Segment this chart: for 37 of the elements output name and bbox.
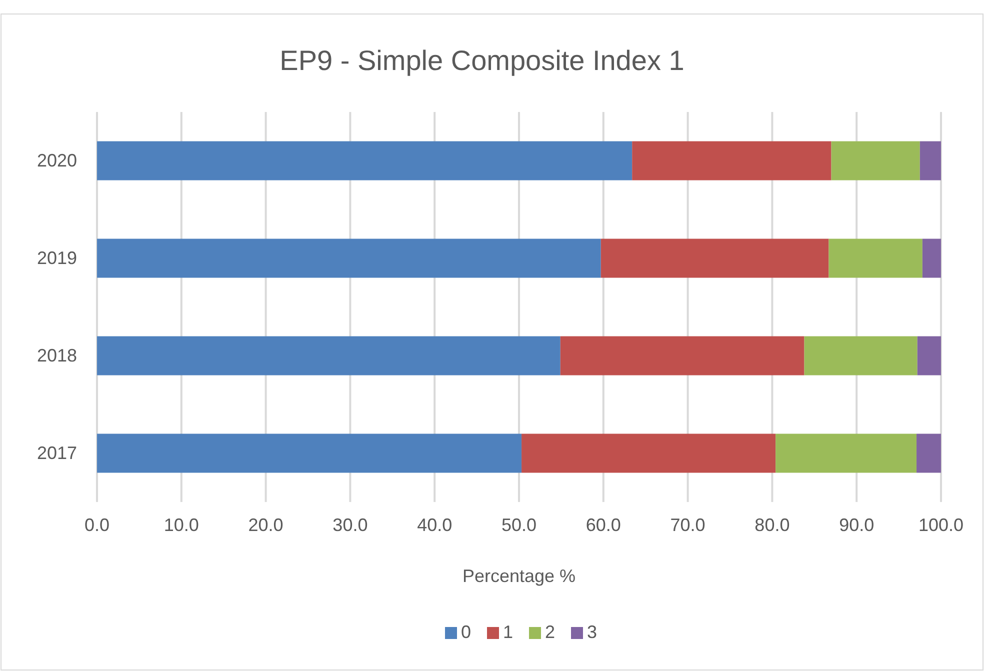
bar (97, 434, 522, 473)
x-tick-label: 40.0 (417, 514, 452, 535)
bar (632, 141, 832, 180)
bar (522, 434, 776, 473)
bar (804, 336, 918, 376)
x-tick-label: 70.0 (670, 514, 706, 535)
x-tick-label: 0.0 (84, 514, 110, 535)
x-axis-title: Percentage % (462, 566, 576, 586)
legend-label: 3 (587, 622, 598, 642)
chart-title: EP9 - Simple Composite Index 1 (280, 45, 684, 76)
y-tick-label: 2019 (36, 248, 77, 268)
bar (97, 336, 560, 376)
x-tick-label: 80.0 (754, 514, 790, 535)
legend-label: 2 (545, 622, 556, 642)
bar (600, 238, 829, 278)
x-tick-label: 50.0 (501, 514, 537, 535)
y-tick-label: 2017 (36, 443, 77, 464)
bar (917, 336, 941, 376)
x-tick-label: 20.0 (248, 514, 284, 535)
bar (916, 434, 941, 473)
y-tick-label: 2020 (36, 150, 77, 171)
x-tick-label: 30.0 (332, 514, 368, 535)
bar (831, 141, 920, 180)
x-tick-label: 100.0 (918, 514, 964, 535)
bar (920, 141, 941, 180)
bar (922, 238, 941, 278)
legend-label: 1 (503, 622, 514, 642)
x-tick-label: 60.0 (586, 514, 621, 535)
y-tick-label: 2018 (36, 346, 77, 366)
x-tick-label: 90.0 (839, 514, 874, 535)
bar (776, 434, 917, 473)
bar (828, 238, 922, 278)
x-tick-label: 10.0 (164, 514, 199, 535)
bar (560, 336, 804, 376)
legend-label: 0 (461, 622, 472, 642)
bar (97, 238, 601, 278)
bar (97, 141, 632, 180)
